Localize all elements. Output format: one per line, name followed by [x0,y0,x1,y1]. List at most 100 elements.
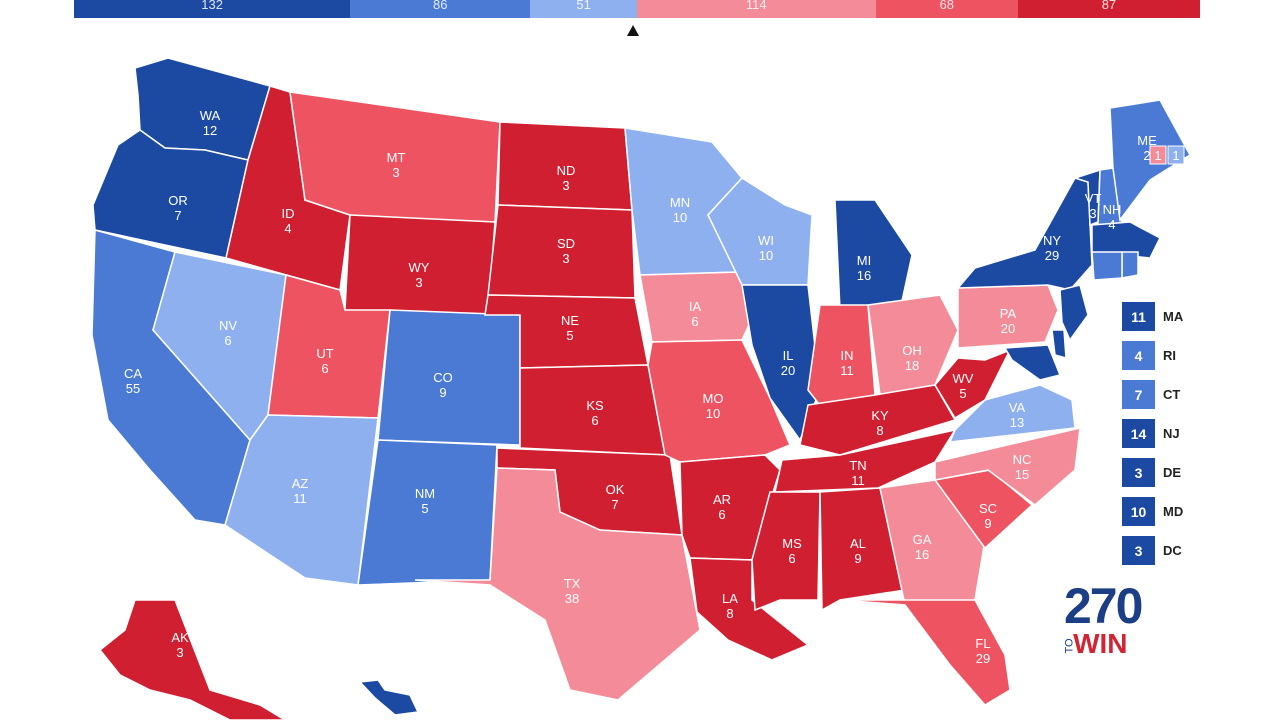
state-ev-ca: 55 [126,381,140,396]
state-label-ok: OK [606,482,625,497]
state-label-ak: AK [171,630,189,645]
state-label-va: VA [1009,400,1026,415]
legend-label: DE [1163,465,1182,480]
state-label-or: OR [168,193,188,208]
state-ev-va: 13 [1010,415,1024,430]
legend-row-dc[interactable]: 3 DC [1122,536,1183,565]
legend-row-nj[interactable]: 14 NJ [1122,419,1183,448]
state-label-tn: TN [849,458,866,473]
maine-district-box[interactable] [1149,145,1167,165]
state-az[interactable] [224,414,379,586]
bar-segment-safe-d: 132 [74,0,351,18]
state-al[interactable] [819,487,906,612]
state-label-me: ME [1137,133,1157,148]
legend-label: CT [1163,387,1181,402]
small-states-legend: 11 MA 4 RI 7 CT 14 NJ 3 DE 10 MD 3 DC [1122,302,1183,575]
state-label-sc: SC [979,501,997,516]
state-ev-in: 11 [840,363,854,378]
state-ev-il: 20 [781,363,795,378]
state-ev-vt: 3 [1089,206,1096,221]
state-ev-ut: 6 [321,361,328,376]
legend-row-ct[interactable]: 7 CT [1122,380,1183,409]
legend-row-md[interactable]: 10 MD [1122,497,1183,526]
legend-row-ri[interactable]: 4 RI [1122,341,1183,370]
state-ma[interactable] [1091,221,1161,259]
legend-label: NJ [1163,426,1180,441]
state-label-nc: NC [1013,452,1032,467]
legend-label: MA [1163,309,1184,324]
logo-number: 270 [1064,578,1143,634]
state-label-nd: ND [557,163,576,178]
state-nc[interactable] [934,427,1081,506]
state-ev-ar: 6 [718,507,725,522]
state-ev-wy: 3 [415,275,422,290]
state-label-ut: UT [316,346,333,361]
state-ri[interactable] [1121,251,1139,279]
state-label-mi: MI [857,253,871,268]
state-fl[interactable] [839,599,1011,706]
state-label-mo: MO [703,391,724,406]
state-ev-ne: 5 [566,328,573,343]
state-label-co: CO [433,370,453,385]
state-il[interactable] [741,284,821,442]
270towin-logo: 270 TOWIN [1064,578,1144,660]
state-ev-az: 11 [293,491,307,506]
state-label-wi: WI [758,233,774,248]
state-ct[interactable] [1091,251,1123,281]
maine-district-box[interactable] [1167,145,1185,165]
legend-row-de[interactable]: 3 DE [1122,458,1183,487]
us-electoral-map[interactable]: WA12OR7CA55NV6ID4MT3WY3UT6AZ11CO9NM5ND3S… [0,40,1200,720]
state-hi[interactable] [358,679,420,716]
state-label-al: AL [850,536,866,551]
state-ev-sd: 3 [562,251,569,266]
legend-value: 3 [1122,536,1155,565]
state-tx[interactable] [414,467,701,701]
legend-value: 10 [1122,497,1155,526]
state-ak[interactable] [98,599,287,720]
state-label-nm: NM [415,486,435,501]
logo-win: WIN [1073,628,1128,659]
maine-district-value: 1 [1172,148,1179,163]
state-ky[interactable] [799,384,957,456]
legend-row-ma[interactable]: 11 MA [1122,302,1183,331]
state-ev-ks: 6 [591,413,598,428]
state-ev-wv: 5 [959,386,966,401]
state-ev-id: 4 [284,221,291,236]
state-label-la: LA [722,591,738,606]
state-label-vt: VT [1085,191,1102,206]
state-md[interactable] [1003,344,1062,381]
state-oh[interactable] [867,294,959,396]
state-ev-fl: 29 [976,651,990,666]
state-ev-mo: 10 [706,406,720,421]
state-ev-ky: 8 [876,423,883,438]
state-label-wa: WA [200,108,221,123]
state-ev-pa: 20 [1001,321,1015,336]
state-label-ms: MS [782,536,802,551]
legend-value: 11 [1122,302,1155,331]
state-ny[interactable] [956,177,1093,291]
state-ev-tx: 38 [565,591,579,606]
state-ev-ok: 7 [611,497,618,512]
state-label-ny: NY [1043,233,1061,248]
state-label-ca: CA [124,366,142,381]
state-ev-mi: 16 [857,268,871,283]
legend-value: 14 [1122,419,1155,448]
legend-value: 7 [1122,380,1155,409]
state-ev-wa: 12 [203,123,217,138]
state-ev-nd: 3 [562,178,569,193]
state-ev-ga: 16 [915,547,929,562]
state-ev-mn: 10 [673,210,687,225]
state-label-in: IN [841,348,854,363]
state-ev-ak: 3 [176,645,183,660]
state-ev-wi: 10 [759,248,773,263]
state-de[interactable] [1051,329,1067,360]
state-nj[interactable] [1059,284,1089,342]
state-ev-oh: 18 [905,358,919,373]
state-vt[interactable] [1072,168,1101,227]
legend-label: MD [1163,504,1184,519]
state-ev-nm: 5 [421,501,428,516]
legend-value: 4 [1122,341,1155,370]
state-mi[interactable] [834,199,913,311]
state-label-wy: WY [409,260,430,275]
state-label-il: IL [783,348,794,363]
